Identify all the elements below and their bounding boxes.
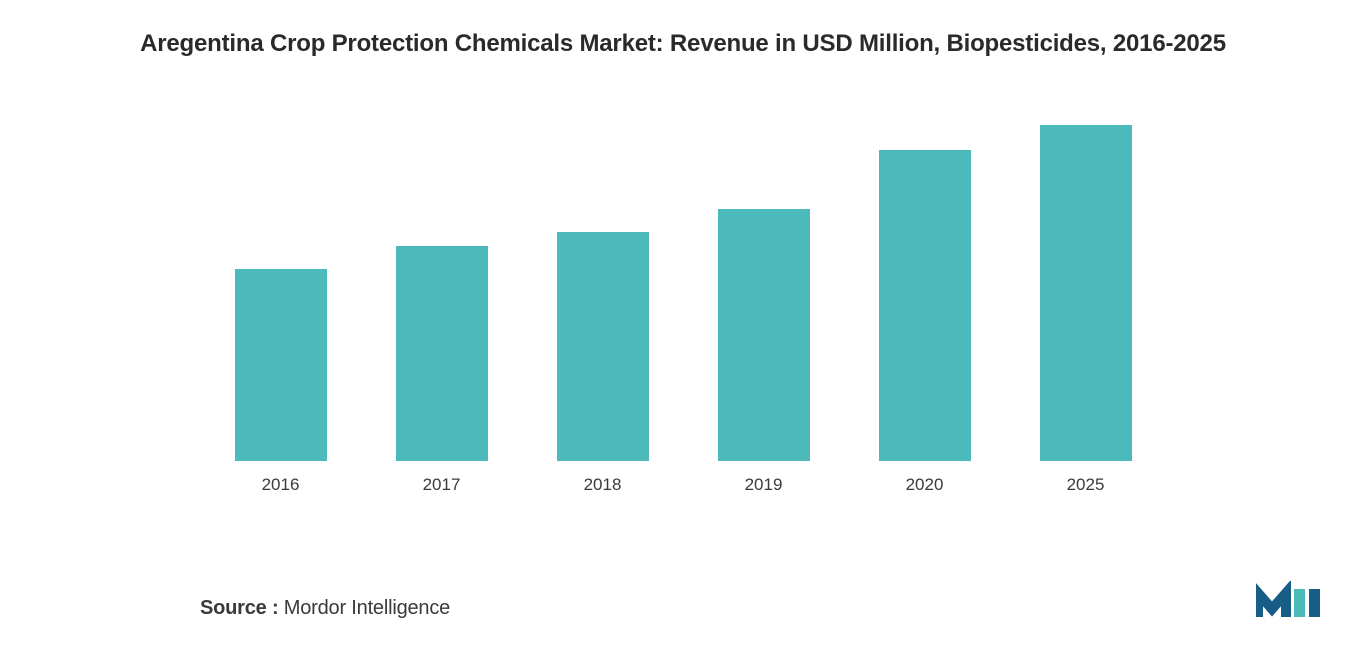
chart-title: Aregentina Crop Protection Chemicals Mar… — [0, 0, 1366, 60]
bar-group: 2020 — [844, 125, 1005, 495]
bar-label: 2019 — [745, 475, 783, 495]
bar-label: 2016 — [262, 475, 300, 495]
mordor-logo-icon — [1256, 581, 1328, 625]
bar-group: 2019 — [683, 125, 844, 495]
bar-label: 2018 — [584, 475, 622, 495]
bar-group: 2025 — [1005, 125, 1166, 495]
bar-chart: 2016 2017 2018 2019 2020 2025 — [200, 125, 1166, 495]
bar-label: 2017 — [423, 475, 461, 495]
bar-label: 2025 — [1067, 475, 1105, 495]
bar-2017 — [396, 246, 488, 461]
bar-2019 — [718, 209, 810, 461]
source-value: Mordor Intelligence — [284, 597, 450, 619]
bar-label: 2020 — [906, 475, 944, 495]
bar-group: 2016 — [200, 125, 361, 495]
source-label: Source : — [200, 597, 278, 619]
bar-2016 — [235, 269, 327, 461]
bar-group: 2017 — [361, 125, 522, 495]
bar-2018 — [557, 232, 649, 461]
bar-2020 — [879, 150, 971, 461]
bar-group: 2018 — [522, 125, 683, 495]
bar-2025 — [1040, 125, 1132, 461]
source-attribution: Source : Mordor Intelligence — [200, 597, 450, 620]
